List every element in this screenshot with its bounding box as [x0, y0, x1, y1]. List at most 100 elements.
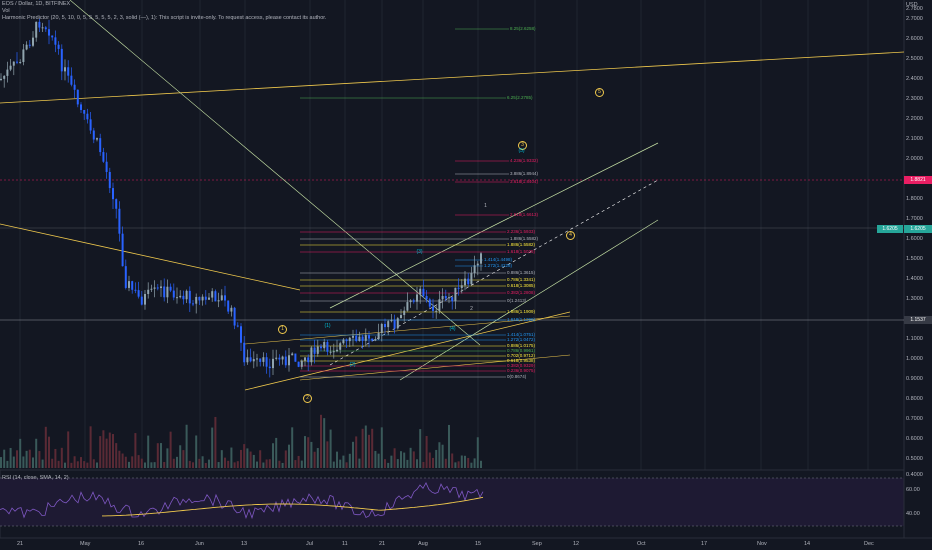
volume-bar: [329, 429, 332, 468]
candle-body: [227, 300, 230, 312]
candle-body: [92, 130, 95, 140]
time-tick: Dec: [864, 541, 874, 547]
candle-body: [412, 300, 415, 302]
fib-label: 1.886(1.5582): [507, 242, 536, 247]
fib-label: 8.25(2.6258): [510, 26, 536, 31]
volume-bar: [448, 424, 450, 468]
candle-body: [400, 315, 402, 319]
volume-bar: [144, 462, 146, 468]
volume-bar: [371, 428, 374, 468]
volume-bar: [307, 437, 310, 468]
price-tick: 1.5000: [906, 256, 923, 262]
candle-body: [156, 287, 159, 289]
volume-bar: [102, 430, 105, 468]
volume-bar: [323, 418, 326, 468]
fib-label: 0.786(1.3341): [507, 277, 536, 282]
candle-body: [64, 67, 66, 72]
volume-bar: [182, 450, 185, 468]
candle-body: [428, 299, 431, 307]
fib-label: 1.272(1.4228): [484, 263, 513, 268]
volume-bar: [224, 457, 226, 468]
price-tick: 1.3000: [906, 296, 923, 302]
volume-bar: [348, 453, 351, 468]
rsi-legend[interactable]: RSI (14, close, SMA, 14, 2): [2, 475, 69, 481]
wave-label: 4: [566, 231, 575, 240]
volume-bar: [105, 438, 108, 468]
candle-body: [291, 353, 294, 356]
volume-bar: [422, 461, 425, 468]
candle-body: [361, 336, 364, 341]
candle-body: [342, 339, 345, 344]
candle-body: [128, 281, 130, 288]
volume-bar: [48, 436, 50, 468]
volume-bar: [86, 462, 89, 468]
volume-bar: [169, 431, 172, 468]
volume-bar: [211, 427, 214, 468]
volume-bar: [54, 448, 57, 468]
volume-bar: [467, 457, 470, 468]
volume-bar: [480, 460, 482, 468]
candle-body: [460, 285, 463, 289]
symbol-title[interactable]: EOS / Dollar, 1D, BITFINEX: [2, 1, 71, 7]
time-tick: Nov: [757, 541, 767, 547]
volume-bar: [384, 459, 386, 468]
candle-body: [60, 48, 63, 72]
fib-label: 1.886(1.5582): [510, 236, 539, 241]
volume-bar: [470, 462, 473, 468]
volume-bar: [198, 458, 201, 468]
volume-bar: [304, 436, 306, 468]
candle-body: [96, 138, 98, 140]
rsi-line: [0, 482, 484, 520]
candle-body: [259, 358, 262, 362]
volume-bar: [108, 432, 111, 468]
volume-legend[interactable]: Vol: [2, 8, 10, 14]
price-tick: 2.1000: [906, 136, 923, 142]
volume-bar: [390, 455, 393, 468]
candle-body: [444, 295, 447, 299]
candle-body: [198, 296, 201, 301]
candle-body: [464, 278, 466, 286]
volume-bar: [313, 451, 316, 468]
candle-body: [310, 347, 313, 363]
volume-bar: [38, 451, 41, 468]
green-price-tag: 1.6205: [904, 225, 932, 233]
candle-body: [83, 109, 86, 114]
volume-bar: [451, 453, 454, 468]
fib-label: 0(1.2413): [507, 298, 527, 303]
indicator-legend[interactable]: Harmonic Predictor (20, 5, 10, 0, 5, 5, …: [2, 15, 327, 21]
candle-body: [288, 355, 290, 366]
candle-body: [172, 290, 175, 298]
volume-bar: [310, 441, 313, 468]
candle-body: [121, 233, 124, 267]
candle-body: [256, 358, 258, 360]
volume-bar: [316, 448, 319, 468]
volume-bar: [115, 443, 118, 468]
candle-body: [249, 357, 252, 362]
fib-label: 3.618(1.8404): [510, 179, 539, 184]
candle-body: [54, 37, 57, 45]
volume-bar: [166, 448, 169, 468]
volume-bar: [150, 462, 153, 468]
candle-body: [339, 343, 342, 350]
volume-bar: [163, 462, 166, 468]
candle-body: [28, 44, 31, 46]
candle-body: [12, 61, 15, 66]
candle-body: [387, 321, 390, 328]
candle-body: [22, 49, 25, 63]
time-tick: 14: [804, 541, 811, 547]
time-tick: 17: [701, 541, 708, 547]
fib-label: 1.886(1.1909): [507, 309, 536, 314]
candle-body: [352, 335, 354, 338]
volume-bar: [320, 414, 322, 468]
time-tick: 15: [475, 541, 482, 547]
candle-body: [268, 366, 271, 369]
candle-body: [188, 290, 191, 304]
candle-body: [195, 296, 198, 304]
price-tick: 1.7000: [906, 216, 923, 222]
volume-bar: [89, 426, 92, 468]
volume-bar: [342, 455, 345, 468]
volume-bar: [259, 450, 262, 468]
volume-bar: [256, 461, 258, 468]
volume-bar: [57, 460, 60, 468]
